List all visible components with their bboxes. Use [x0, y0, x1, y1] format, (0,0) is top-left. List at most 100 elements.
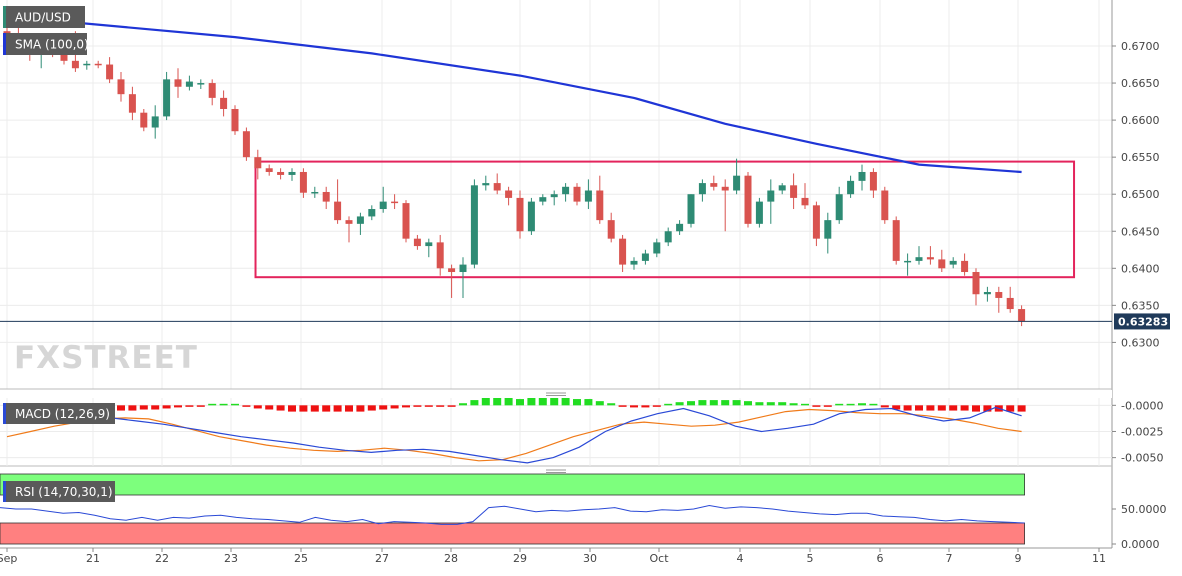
candle — [550, 190, 558, 206]
macd-histogram-bar — [1017, 405, 1026, 412]
x-tick-label: 29 — [513, 552, 527, 565]
macd-histogram-bar — [652, 405, 661, 407]
macd-signal-line — [6, 408, 1022, 462]
macd-histogram-bar — [299, 405, 308, 412]
macd-histogram-bar — [174, 405, 182, 408]
candle-body — [368, 209, 376, 217]
candle — [607, 212, 615, 243]
candle-body — [1006, 297, 1014, 310]
candle — [493, 173, 501, 195]
candle — [733, 158, 741, 195]
sma-layer — [6, 15, 1022, 174]
candle-body — [242, 131, 250, 158]
candle — [368, 205, 376, 221]
x-tick-label: 5 — [807, 552, 814, 565]
macd-histogram-bar — [630, 405, 638, 408]
candle-body — [961, 260, 969, 273]
rsi-divider[interactable] — [546, 469, 566, 473]
x-tick-label: 28 — [444, 552, 458, 565]
rsi-tick-label: 50.0000 — [1121, 503, 1167, 516]
macd-histogram-bar — [527, 398, 536, 406]
candle — [299, 168, 307, 198]
rsi-oversold-zone — [0, 522, 1025, 545]
macd-histogram-bar — [493, 398, 502, 406]
macd-histogram-bar — [333, 405, 342, 412]
candle-body — [128, 94, 136, 113]
candle-body — [505, 190, 513, 198]
candle — [698, 179, 706, 202]
macd-histogram-bar — [208, 403, 217, 406]
macd-histogram-bar — [310, 405, 319, 412]
candle-body — [151, 116, 159, 128]
candle-body — [470, 185, 478, 265]
watermark-logo: FXSTREET — [14, 340, 198, 376]
x-tick-label: 25 — [294, 552, 308, 565]
candle-body — [334, 201, 342, 221]
candle-body — [413, 238, 421, 247]
candle-body — [311, 191, 319, 194]
candle — [1018, 305, 1026, 327]
candle — [755, 197, 763, 228]
candle — [619, 234, 627, 273]
x-tick-label: 6 — [877, 552, 884, 565]
last-price-layer: 0.63283 — [0, 313, 1170, 330]
candle-body — [1018, 309, 1026, 322]
candle-body — [60, 53, 68, 61]
candle-body — [938, 259, 946, 269]
macd-histogram-bar — [196, 405, 205, 407]
macd-histogram-bar — [424, 405, 433, 407]
candle — [151, 105, 159, 139]
x-axis: Sep 21 22 23 25 27 28 29 30 Oct 4 5 6 7 9 11 — [0, 548, 1106, 565]
macd-histogram-bar — [219, 403, 228, 406]
candle-body — [277, 171, 285, 175]
candle-body — [858, 171, 866, 181]
candle — [231, 105, 239, 135]
macd-divider[interactable] — [0, 390, 1112, 398]
candle — [94, 60, 102, 69]
macd-histogram-bar — [618, 405, 627, 407]
candle — [482, 175, 490, 191]
candle — [436, 234, 444, 276]
macd-histogram-bar — [584, 399, 593, 406]
candle-body — [140, 112, 148, 128]
symbol-label[interactable]: AUD/USD — [3, 6, 85, 28]
candle — [790, 173, 798, 210]
macd-histogram-bar — [151, 405, 160, 410]
candle — [356, 212, 364, 235]
candle — [379, 186, 387, 213]
rsi-label[interactable]: RSI (14,70,30,1) — [3, 481, 115, 502]
candle-body — [573, 186, 581, 202]
macd-histogram-bar — [367, 405, 376, 411]
candle — [653, 238, 661, 258]
candle — [858, 164, 866, 191]
candle — [630, 257, 638, 270]
candle — [265, 164, 273, 176]
candle — [767, 179, 775, 224]
candle-body — [356, 216, 364, 224]
price-panel-frame — [0, 0, 1113, 548]
candle-body — [379, 201, 387, 210]
candle-body — [562, 186, 570, 195]
candle-body — [117, 79, 125, 95]
x-tick-label: Sep — [0, 552, 17, 565]
macd-histogram-bar — [595, 401, 604, 406]
x-tick-label: 7 — [946, 552, 953, 565]
macd-histogram-bar — [1006, 405, 1015, 412]
price-tick-label: 0.6700 — [1121, 40, 1160, 53]
candle — [391, 194, 399, 210]
candle-body — [619, 238, 627, 265]
macd-axis: -0.0000 -0.0025 -0.0050 — [1112, 399, 1163, 465]
candle — [869, 168, 877, 198]
candle — [163, 71, 171, 121]
candle-body — [926, 257, 934, 260]
macd-label[interactable]: MACD (12,26,9) — [3, 403, 115, 424]
candle — [425, 238, 433, 258]
candle-body — [664, 231, 672, 243]
candle-body — [972, 272, 980, 295]
candle — [710, 175, 718, 191]
candle — [140, 108, 148, 132]
macd-histogram-bar — [550, 398, 559, 406]
sma-label[interactable]: SMA (100,0) — [3, 33, 89, 55]
candle — [983, 286, 991, 302]
